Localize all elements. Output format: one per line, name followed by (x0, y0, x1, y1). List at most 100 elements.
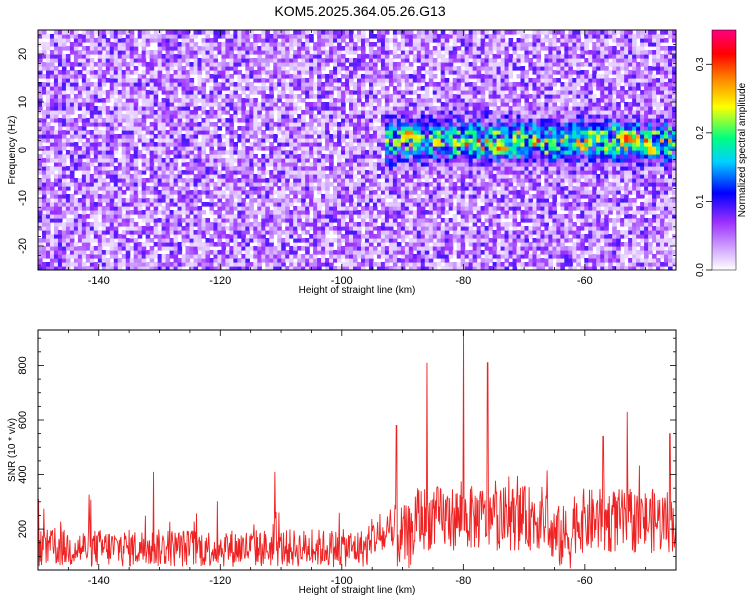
spectrogram-cell (61, 46, 67, 51)
spectrogram-cell (165, 138, 171, 143)
spectrogram-cell (261, 98, 266, 103)
spectrogram-cell (38, 98, 43, 103)
spectrogram-cell (372, 170, 378, 175)
spectrogram-cell (105, 170, 111, 175)
spectrogram-cell (225, 266, 230, 270)
spectrogram-cell (305, 42, 310, 47)
spectrogram-cell (201, 46, 207, 51)
spectrogram-cell (149, 150, 155, 155)
spectrogram-cell (85, 102, 91, 107)
spectrogram-cell (81, 262, 87, 267)
spectrogram-cell (416, 86, 422, 91)
spectrogram-cell (245, 94, 250, 99)
spectrogram-cell (209, 114, 215, 119)
spectrogram-cell (97, 242, 103, 247)
spectrogram-cell (424, 230, 430, 235)
spectrogram-cell (416, 94, 422, 99)
spectrogram-cell (149, 114, 155, 119)
spectrogram-cell (353, 74, 358, 79)
spectrogram-cell (129, 266, 135, 270)
spectrogram-cell (400, 250, 406, 255)
spectrogram-cell (237, 134, 242, 139)
spectrogram-cell (329, 238, 334, 243)
spectrogram-cell (133, 194, 139, 199)
spectrogram-cell (372, 190, 378, 195)
spectrogram-cell (420, 122, 426, 127)
spectrogram-cell (65, 154, 71, 159)
spectrogram-cell (169, 198, 175, 203)
spectrogram-cell (277, 174, 282, 179)
spectrogram-cell (368, 78, 374, 83)
spectrogram-cell (253, 154, 258, 159)
spectrogram-cell (245, 38, 250, 43)
spectrogram-cell (38, 206, 43, 211)
spectrogram-cell (325, 266, 330, 270)
spectrogram-cell (305, 222, 310, 227)
spectrogram-cell (89, 50, 95, 55)
spectrogram-cell (69, 106, 75, 111)
spectrogram-cell (364, 150, 370, 155)
spectrogram-cell (249, 90, 254, 95)
spectrogram-cell (133, 182, 139, 187)
spectrogram-cell (89, 246, 95, 251)
spectrogram-cell (217, 90, 223, 95)
spectrogram-cell (305, 130, 310, 135)
spectrogram-cell (408, 218, 414, 223)
spectrogram-cell (404, 242, 410, 247)
spectrogram-cell (317, 138, 322, 143)
spectrogram-cell (325, 94, 330, 99)
spectrogram-cell (305, 146, 310, 151)
spectrogram-cell (384, 266, 390, 270)
spectrogram-cell (217, 190, 223, 195)
spectrogram-cell (113, 194, 119, 199)
spectrogram-cell (245, 118, 250, 123)
spectrogram-cell (301, 194, 306, 199)
spectrogram-cell (77, 206, 83, 211)
spectrogram-cell (189, 254, 195, 259)
spectrogram-cell (81, 50, 87, 55)
spectrogram-cell (317, 178, 322, 183)
spectrogram-cell (269, 186, 274, 191)
spectrogram-cell (81, 166, 87, 171)
spectrogram-cell (420, 202, 426, 207)
spectrogram-cell (265, 78, 270, 83)
spectrogram-cell (161, 38, 167, 43)
spectrogram-cell (301, 114, 306, 119)
spectrogram-cell (333, 230, 338, 235)
spectrogram-cell (141, 122, 147, 127)
spectrogram-cell (404, 178, 410, 183)
spectrogram-cell (81, 190, 87, 195)
spectrogram-cell (245, 262, 250, 267)
spectrogram-cell (49, 62, 55, 67)
spectrogram-cell (97, 198, 103, 203)
spectrogram-cell (217, 138, 223, 143)
spectrogram-cell (309, 146, 314, 151)
spectrogram-cell (384, 90, 390, 95)
spectrogram-cell (69, 222, 75, 227)
spectrogram-cell (201, 178, 207, 183)
spectrogram-cell (57, 194, 63, 199)
spectrogram-cell (45, 94, 51, 99)
spectrogram-cell (325, 154, 330, 159)
spectrogram-cell (149, 142, 155, 147)
spectrogram-cell (384, 110, 390, 115)
spectrogram-cell (341, 262, 346, 267)
spectrogram-cell (169, 190, 175, 195)
spectrogram-cell (89, 118, 95, 123)
spectrogram-cell (368, 86, 374, 91)
spectrogram-cell (69, 238, 75, 243)
spectrogram-cell (253, 222, 258, 227)
spectrogram-cell (205, 230, 211, 235)
spectrogram-cell (245, 130, 250, 135)
spectrogram-cell (61, 38, 67, 43)
spectrogram-cell (121, 90, 127, 95)
spectrogram-cell (193, 218, 199, 223)
spectrogram-cell (217, 154, 223, 159)
spectrogram-cell (309, 86, 314, 91)
spectrogram-cell (161, 62, 167, 67)
spectrogram-cell (53, 226, 59, 231)
spectrogram-cell (193, 142, 199, 147)
spectrogram-cell (85, 178, 91, 183)
spectrogram-cell (177, 74, 183, 79)
spectrogram-cell (261, 38, 266, 43)
